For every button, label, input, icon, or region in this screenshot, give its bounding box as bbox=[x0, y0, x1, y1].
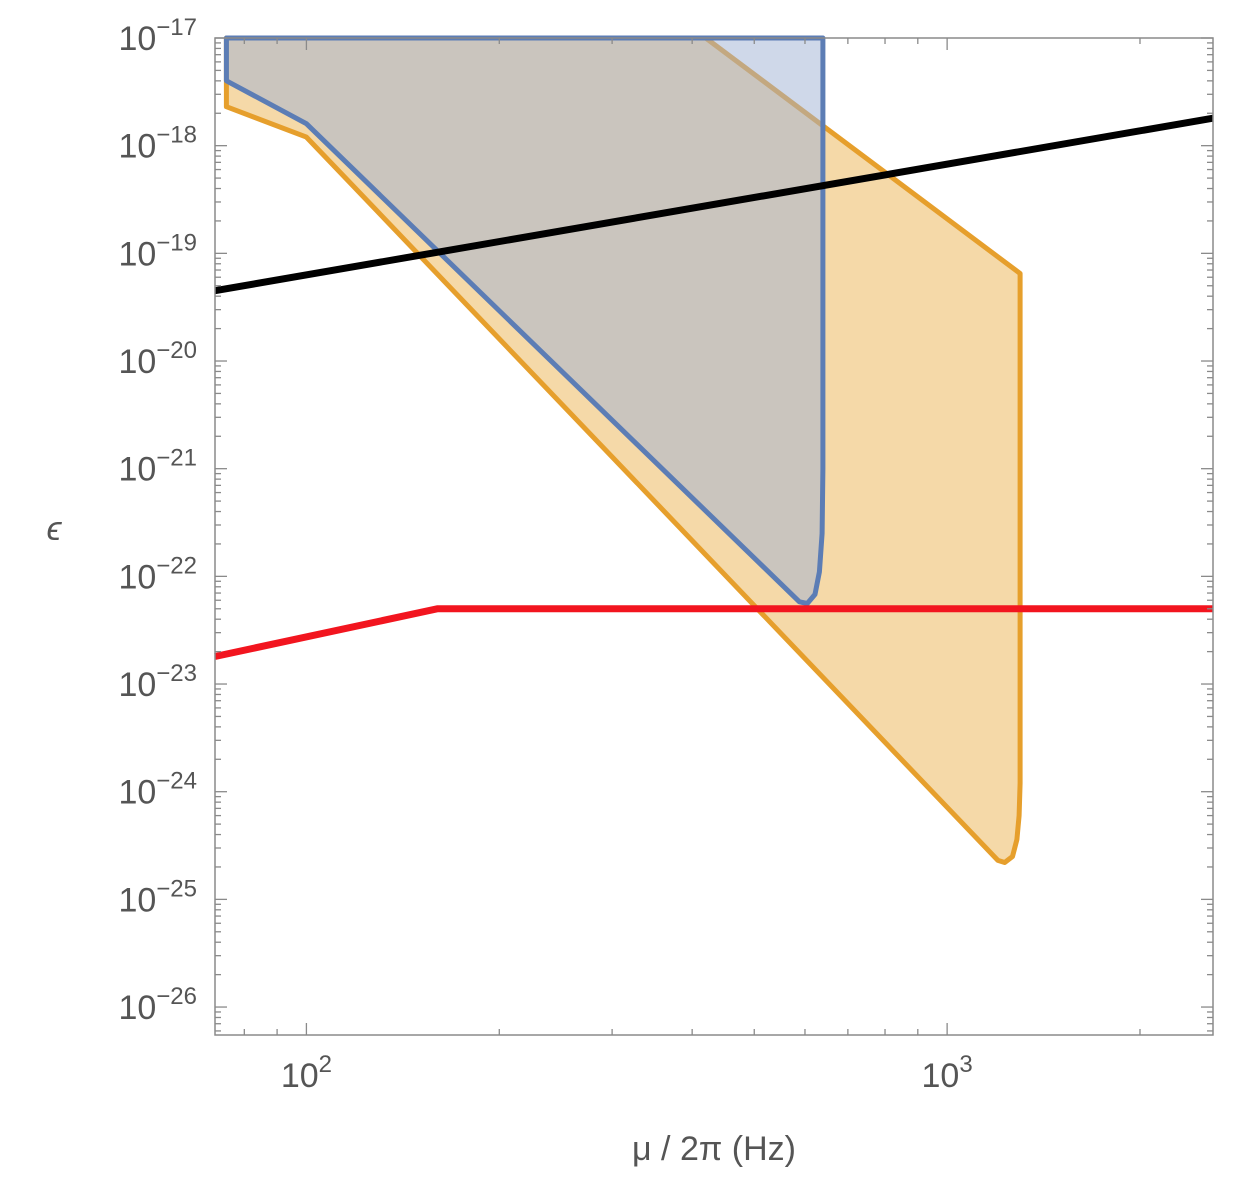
line-3 bbox=[214, 605, 1213, 660]
axis-tick-labels: 10−17 10−18 10−19 10−20 10−21 10−22 10−23 10−24… bbox=[118, 14, 972, 1095]
line-2 bbox=[214, 114, 1214, 295]
y-tick-label: 10−18 bbox=[118, 122, 197, 166]
plot-lines bbox=[214, 114, 1214, 660]
y-tick-label: 10−20 bbox=[118, 337, 197, 381]
axis-ticks bbox=[215, 37, 1213, 1035]
y-tick-label: 10−19 bbox=[118, 229, 197, 273]
y-tick-label: 10−23 bbox=[118, 660, 197, 704]
x-axis-label: μ / 2π (Hz) bbox=[632, 1130, 796, 1168]
y-axis-label: ϵ bbox=[47, 510, 63, 548]
y-tick-label: 10−24 bbox=[118, 768, 197, 812]
plot-regions bbox=[223, 35, 1023, 865]
y-tick-label: 10−21 bbox=[118, 445, 197, 489]
y-tick-label: 10−22 bbox=[118, 552, 197, 596]
y-tick-label: 10−26 bbox=[118, 983, 197, 1027]
plot-frame bbox=[214, 37, 1214, 1036]
y-tick-label: 10−25 bbox=[118, 875, 197, 919]
x-tick-label: 102 bbox=[281, 1051, 332, 1095]
x-tick-label: 103 bbox=[922, 1051, 973, 1095]
y-tick-label: 10−17 bbox=[118, 14, 197, 58]
